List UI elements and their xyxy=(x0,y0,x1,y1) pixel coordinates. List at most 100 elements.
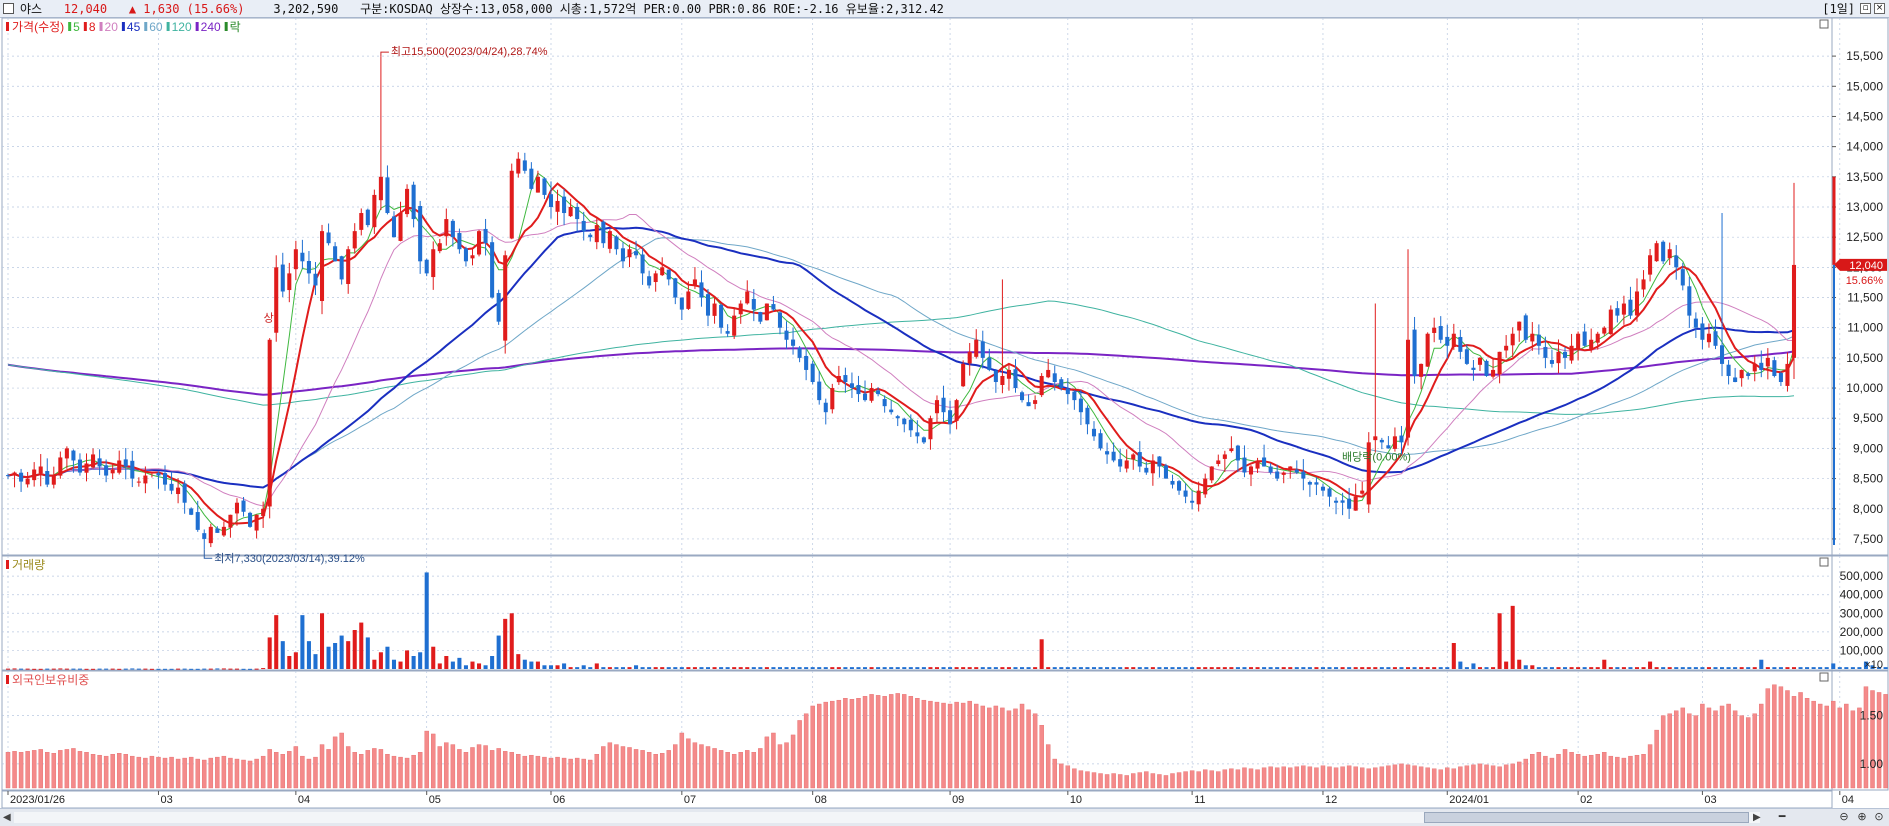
candle-body xyxy=(1098,433,1103,449)
pane-toggle-icon[interactable] xyxy=(1819,672,1829,682)
zoom-reset-icon[interactable]: ⊙ xyxy=(1874,810,1884,823)
scroll-left-icon[interactable]: ◀ xyxy=(3,812,11,823)
foreign-bar xyxy=(84,752,89,789)
scroll-track[interactable] xyxy=(14,812,1760,823)
legend-marker xyxy=(6,22,9,31)
foreign-bar xyxy=(450,744,456,789)
legend-ma: 60 xyxy=(149,20,163,34)
volume-bar xyxy=(457,657,462,669)
volume-bar xyxy=(1170,667,1175,669)
volume-bar xyxy=(1190,667,1195,669)
foreign-bar xyxy=(1032,713,1038,789)
volume-bar xyxy=(1870,665,1875,669)
candle-body xyxy=(666,269,671,280)
period-selector[interactable]: [1일] xyxy=(1822,2,1855,16)
foreign-bar xyxy=(1785,690,1790,789)
foreign-bar xyxy=(1595,754,1600,789)
candle-body xyxy=(987,357,992,370)
foreign-bar xyxy=(1425,767,1430,789)
volume-bar xyxy=(902,667,907,669)
legend-marker xyxy=(224,22,228,31)
foreign-bar xyxy=(1327,766,1332,789)
volume-bar xyxy=(673,667,678,669)
candle-body xyxy=(1791,264,1797,358)
volume-bar xyxy=(1706,667,1711,669)
volume-bar xyxy=(1059,667,1064,669)
candle-body xyxy=(1203,478,1208,495)
candle-body xyxy=(287,273,292,291)
foreign-bar xyxy=(1870,690,1875,789)
legend-marker xyxy=(68,22,72,31)
foreign-bar xyxy=(1124,775,1129,789)
candle-body xyxy=(797,347,802,358)
scroll-right-icon[interactable]: ▶ xyxy=(1753,812,1761,823)
volume-bar xyxy=(149,668,154,670)
close-icon[interactable]: × xyxy=(1874,3,1885,14)
volume-bar xyxy=(1621,667,1626,669)
foreign-bar xyxy=(1804,698,1810,789)
zoom-slider-icon[interactable]: ━ xyxy=(1778,810,1786,823)
volume-tick-label: 100,000 xyxy=(1840,643,1884,657)
candle-body xyxy=(1183,490,1188,497)
foreign-bar xyxy=(653,754,658,789)
low-marker xyxy=(203,549,213,559)
foreign-bar xyxy=(1189,770,1195,789)
y-tick-label: 10,000 xyxy=(1846,381,1883,395)
foreign-bar xyxy=(1700,703,1705,789)
volume-bar xyxy=(84,668,89,670)
chart-scrollbar[interactable]: ◀ ▶ ━ ⊖ ⊕ ⊙ xyxy=(0,808,1889,826)
stock-header-bar: 야스 12,040 ▲ 1,630 (15.66%) 3,202,590 구분:… xyxy=(0,0,1889,18)
foreign-bar xyxy=(169,756,174,789)
pane-toggle-icon[interactable] xyxy=(1819,557,1829,567)
volume-bar xyxy=(856,667,861,669)
stock-chart[interactable]: 7,500 8,000 8,500 9,000 9,500 10,000 10,500 11,… xyxy=(0,0,1889,808)
volume-bar xyxy=(293,652,298,669)
candle-body xyxy=(1281,472,1286,475)
restore-icon[interactable]: ▫ xyxy=(1860,3,1871,14)
foreign-bar xyxy=(234,758,240,789)
volume-bar xyxy=(1765,667,1770,669)
volume-bar xyxy=(1255,667,1260,669)
volume-bar xyxy=(1700,667,1705,669)
volume-bar xyxy=(1399,667,1404,669)
volume-bar xyxy=(339,635,344,669)
volume-bar xyxy=(1327,667,1332,669)
volume-bar xyxy=(1510,605,1515,669)
foreign-bar xyxy=(431,733,436,789)
x-tick-label: 04 xyxy=(298,794,310,806)
foreign-bar xyxy=(516,754,521,789)
candle-body xyxy=(470,255,475,259)
candle-body xyxy=(1222,454,1227,459)
volume-bar xyxy=(1850,667,1855,669)
volume-bar xyxy=(248,668,253,670)
volume-bar xyxy=(359,622,364,669)
zoom-out-icon[interactable]: ⊖ xyxy=(1839,810,1849,823)
candle-body xyxy=(1314,482,1319,485)
foreign-bar xyxy=(1765,688,1771,789)
foreign-bar xyxy=(1157,774,1162,789)
foreign-bar xyxy=(1759,703,1764,789)
volume-bar xyxy=(162,668,168,670)
candle-body xyxy=(908,419,913,431)
scroll-thumb[interactable] xyxy=(1424,812,1749,823)
volume-bar xyxy=(1137,667,1142,669)
select-checkbox[interactable] xyxy=(3,3,14,14)
volume-bar xyxy=(1752,667,1757,669)
volume-bar xyxy=(1438,667,1443,669)
zoom-in-icon[interactable]: ⊕ xyxy=(1857,810,1867,823)
foreign-bar xyxy=(548,757,554,789)
volume-bar xyxy=(1163,667,1168,669)
candle-body xyxy=(1137,452,1142,467)
candle-body xyxy=(463,248,468,262)
volume-bar xyxy=(895,667,900,669)
foreign-bar xyxy=(352,752,357,789)
volume-bar xyxy=(614,667,619,669)
volume-bar xyxy=(764,667,769,669)
volume-bar xyxy=(974,667,979,669)
candle-body xyxy=(660,267,665,276)
foreign-bar xyxy=(1039,725,1044,789)
pane-toggle-icon[interactable] xyxy=(1819,19,1829,29)
volume-bar xyxy=(51,668,56,670)
foreign-bar xyxy=(1615,756,1620,789)
candle-body xyxy=(77,459,82,473)
